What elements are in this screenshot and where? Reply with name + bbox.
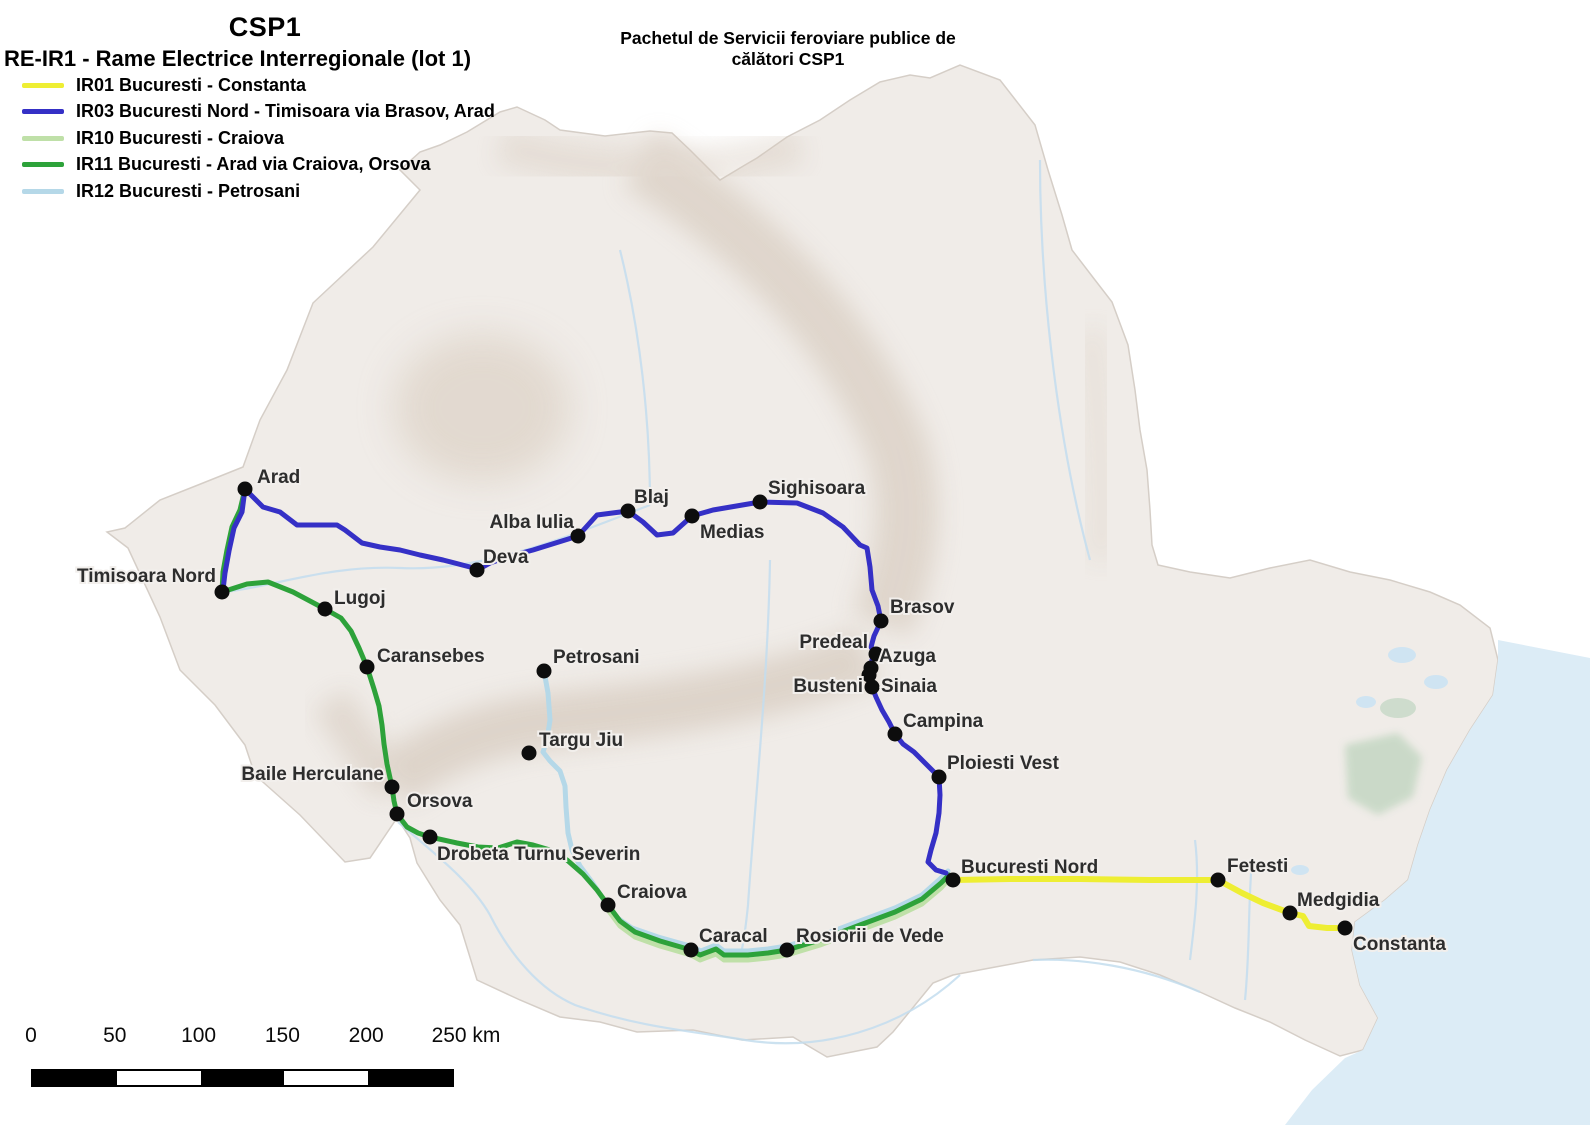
route-color-swatch-ir12 — [22, 188, 64, 194]
city-dot-arad — [237, 481, 253, 497]
route-ir10 — [605, 876, 952, 963]
city-label-azuga: Azuga — [879, 646, 936, 667]
city-dot-targu-jiu — [521, 745, 537, 761]
city-label-sinaia: Sinaia — [881, 676, 937, 697]
city-label-medias: Medias — [700, 522, 764, 543]
city-dot-timisoara-nord — [214, 584, 230, 600]
city-dot-campina — [887, 726, 903, 742]
route-ir11 — [219, 486, 952, 958]
city-dot-baile-herculane — [384, 779, 400, 795]
city-dot-caracal — [683, 942, 699, 958]
city-dot-deva — [469, 562, 485, 578]
rail-routes — [219, 486, 1348, 963]
city-dot-petrosani — [536, 663, 552, 679]
scalebar-segment — [368, 1071, 452, 1085]
city-label-drobeta-turnu-severin: Drobeta Turnu Severin — [437, 844, 640, 865]
city-label-deva: Deva — [483, 547, 529, 568]
package-title: Pachetul de Servicii feroviare publice d… — [620, 28, 956, 69]
city-dot-busteni — [861, 667, 877, 683]
city-dot-caransebes — [359, 659, 375, 675]
page-subtitle: RE-IR1 - Rame Electrice Interregionale (… — [4, 46, 472, 71]
scalebar-tick: 250 km — [431, 1024, 501, 1047]
route-color-swatch-ir10 — [22, 135, 64, 141]
scalebar-bar — [31, 1069, 454, 1087]
map-scalebar: 0 50 100 150 200 250 km — [25, 1024, 531, 1094]
city-markers: Arad Timisoara Nord Lugoj Caransebes Baile H… — [75, 465, 1448, 958]
city-label-craiova: Craiova — [617, 882, 687, 903]
scalebar-tick: 200 — [348, 1024, 384, 1047]
city-label-caransebes: Caransebes — [377, 646, 485, 667]
scalebar-segment — [284, 1071, 369, 1085]
legend-item-ir10: IR10 Bucuresti - Craiova — [22, 125, 495, 152]
city-label-brasov: Brasov — [890, 597, 955, 618]
city-label-sighisoara: Sighisoara — [768, 478, 866, 499]
city-dot-alba-iulia — [570, 528, 586, 544]
scalebar-tick: 100 — [181, 1024, 217, 1047]
city-label-orsova: Orsova — [407, 791, 473, 812]
scalebar-tick: 0 — [25, 1024, 37, 1047]
legend-label-ir01: IR01 Bucuresti - Constanta — [76, 74, 307, 95]
city-dot-blaj — [620, 503, 636, 519]
legend-label-ir11: IR11 Bucuresti - Arad via Craiova, Orsov… — [76, 154, 431, 175]
city-label-bucuresti-nord: Bucuresti Nord — [961, 857, 1098, 878]
scalebar-tick: 50 — [103, 1024, 127, 1047]
city-dot-brasov — [873, 613, 889, 629]
city-label-busteni: Busteni — [793, 676, 863, 697]
legend-item-ir03: IR03 Bucuresti Nord - Timisoara via Bras… — [22, 99, 495, 126]
legend: IR01 Bucuresti - Constanta IR03 Bucurest… — [22, 72, 495, 205]
scalebar-tick: 150 — [264, 1024, 300, 1047]
city-label-targu-jiu: Targu Jiu — [539, 730, 623, 751]
route-ir03 — [220, 486, 949, 876]
legend-label-ir03: IR03 Bucuresti Nord - Timisoara via Bras… — [76, 101, 495, 122]
city-dot-craiova — [600, 897, 616, 913]
route-color-swatch-ir01 — [22, 82, 64, 88]
city-label-ploiesti-vest: Ploiesti Vest — [947, 753, 1060, 774]
legend-label-ir12: IR12 Bucuresti - Petrosani — [76, 180, 301, 201]
city-label-campina: Campina — [903, 711, 984, 732]
city-label-lugoj: Lugoj — [334, 588, 386, 609]
city-dot-medias — [684, 508, 700, 524]
city-label-constanta: Constanta — [1353, 934, 1446, 955]
legend-item-ir01: IR01 Bucuresti - Constanta — [22, 72, 495, 99]
scalebar-segment — [200, 1071, 285, 1085]
black-sea — [1285, 640, 1590, 1125]
terrain-shading — [313, 126, 1119, 805]
city-dot-drobeta-turnu-severin — [422, 829, 438, 845]
city-dot-fetesti — [1210, 872, 1226, 888]
city-label-rosiorii-de-vede: Rosiorii de Vede — [796, 926, 944, 947]
legend-item-ir11: IR11 Bucuresti - Arad via Craiova, Orsov… — [22, 152, 495, 179]
city-dot-sinaia — [864, 679, 880, 695]
city-label-baile-herculane: Baile Herculane — [241, 764, 384, 785]
rivers — [224, 159, 1254, 1045]
scalebar-segment — [116, 1071, 201, 1085]
city-label-timisoara-nord: Timisoara Nord — [77, 566, 216, 587]
city-dot-sighisoara — [752, 494, 768, 510]
page-title: CSP1 — [228, 12, 302, 42]
route-color-swatch-ir03 — [22, 109, 64, 115]
city-label-alba-iulia: Alba Iulia — [490, 512, 575, 533]
city-dot-ploiesti-vest — [931, 769, 947, 785]
route-color-swatch-ir11 — [22, 162, 64, 168]
legend-label-ir10: IR10 Bucuresti - Craiova — [76, 127, 285, 148]
city-dot-rosiorii-de-vede — [779, 942, 795, 958]
city-dot-bucuresti-nord — [945, 872, 961, 888]
city-dot-predeal — [868, 646, 884, 662]
city-label-medgidia: Medgidia — [1297, 890, 1380, 911]
city-dot-orsova — [389, 806, 405, 822]
city-label-petrosani: Petrosani — [553, 647, 640, 668]
route-ir01 — [950, 876, 1348, 931]
city-label-arad: Arad — [257, 467, 300, 488]
city-label-caracal: Caracal — [699, 926, 768, 947]
legend-item-ir12: IR12 Bucuresti - Petrosani — [22, 178, 495, 205]
city-label-fetesti: Fetesti — [1227, 856, 1288, 877]
city-label-predeal: Predeal — [799, 632, 868, 653]
danube-delta — [1291, 647, 1448, 875]
city-dot-constanta — [1337, 920, 1353, 936]
scalebar-segment — [33, 1071, 117, 1085]
city-dot-medgidia — [1282, 905, 1298, 921]
city-label-blaj: Blaj — [634, 487, 669, 508]
city-dot-lugoj — [317, 601, 333, 617]
